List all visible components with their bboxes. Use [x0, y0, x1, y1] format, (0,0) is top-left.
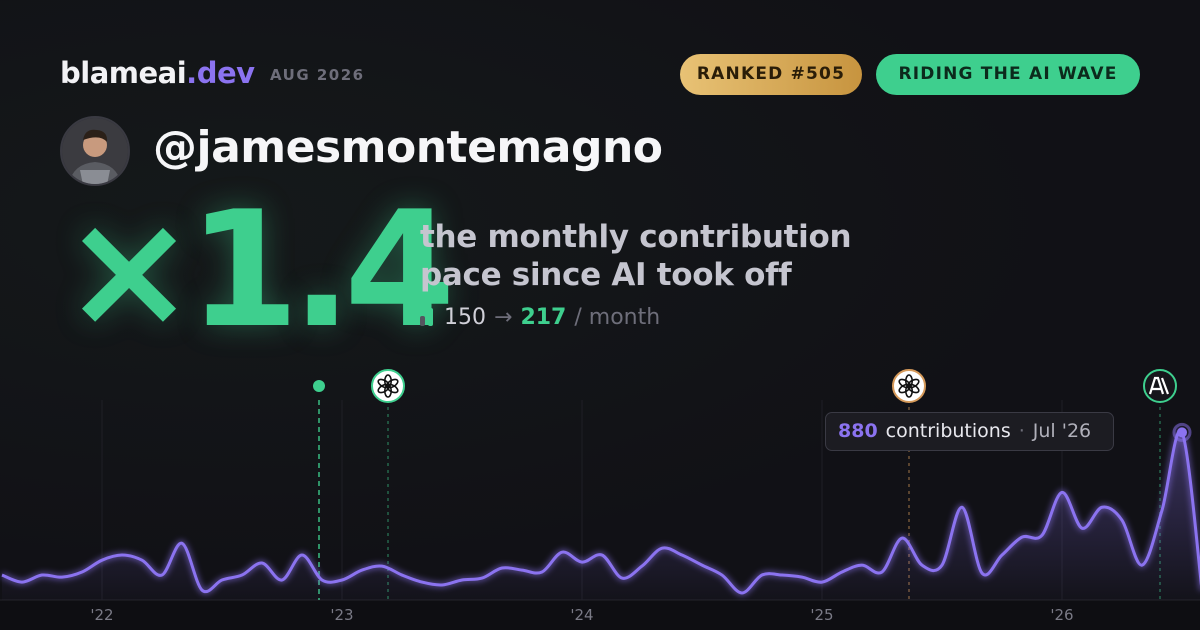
multiplier: ×1.4: [62, 176, 455, 363]
event-icon-petal: [377, 378, 390, 389]
highlight-ring: [1172, 422, 1192, 442]
highlight-point: [1177, 427, 1187, 438]
tooltip-value: 880: [838, 420, 878, 442]
line: [1, 429, 1200, 595]
x-tick-label: '22: [90, 606, 113, 624]
x-tick-label: '23: [330, 606, 353, 624]
wave-badge: RIDING THE AI WAVE: [876, 54, 1140, 95]
x-tick-label: '26: [1050, 606, 1073, 624]
handle: @jamesmontemagno: [153, 122, 663, 173]
stat-after: 217: [520, 305, 567, 330]
x-tick-label: '25: [810, 606, 833, 624]
stat-arrow: →: [494, 305, 513, 330]
tooltip-separator: ·: [1018, 420, 1025, 442]
event-icon-petal: [898, 378, 911, 389]
tooltip-label: contributions: [885, 420, 1011, 442]
rank-badge: RANKED #505: [680, 54, 862, 95]
stats-icon: [420, 308, 436, 326]
site: blameai: [60, 56, 187, 90]
event-icon: [892, 369, 926, 403]
description: the monthly contribution: [420, 219, 852, 255]
event-dot: [313, 380, 325, 392]
date: AUG 2026: [270, 66, 365, 84]
axis-strip: [0, 600, 1200, 630]
description: pace since AI took off: [420, 257, 792, 293]
area: [2, 430, 1200, 600]
site-suffix: .dev: [186, 56, 255, 90]
event-icon: [371, 369, 405, 403]
stat-before: 150: [444, 305, 486, 330]
stats: 150 → 217 / month: [420, 305, 660, 330]
brand: blameai.dev: [60, 56, 255, 90]
event-icon-glyph: [1148, 376, 1170, 395]
stat-unit: / month: [574, 305, 661, 330]
tooltip-date: Jul '26: [1032, 420, 1092, 442]
x-tick-label: '24: [570, 606, 593, 624]
tooltip: 880 contributions · Jul '26: [825, 412, 1114, 451]
